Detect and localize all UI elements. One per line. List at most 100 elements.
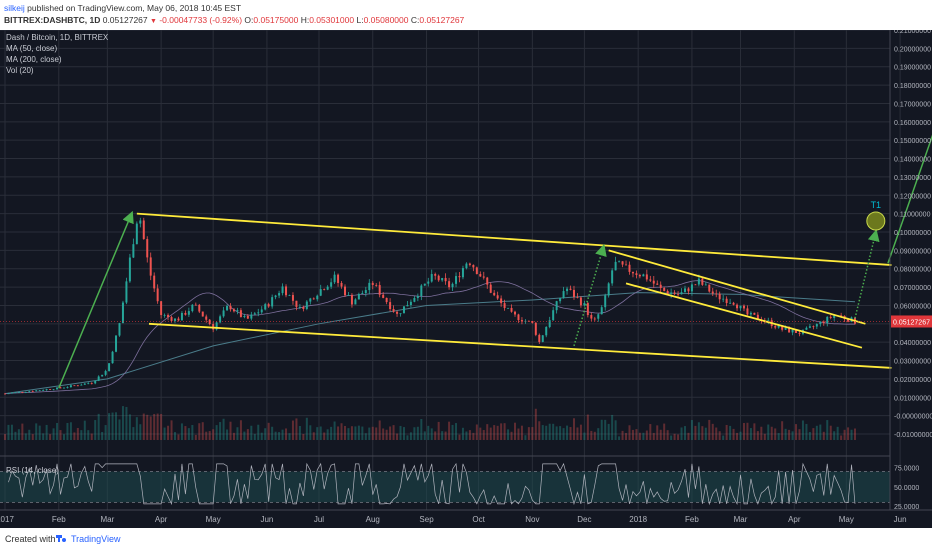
candle-body bbox=[649, 279, 652, 281]
candle-body bbox=[146, 239, 149, 258]
candle-body bbox=[97, 376, 100, 381]
candle-body bbox=[354, 299, 357, 305]
candle-body bbox=[788, 327, 791, 333]
chart-legend: Dash / Bitcoin, 1D, BITTREX MA (50, clos… bbox=[6, 32, 108, 76]
volume-bar bbox=[132, 427, 135, 440]
volume-bar bbox=[399, 425, 402, 440]
candle-body bbox=[413, 298, 416, 302]
candle-body bbox=[316, 295, 319, 300]
volume-bar bbox=[326, 429, 329, 440]
candle-body bbox=[652, 280, 655, 284]
candle-body bbox=[534, 322, 537, 335]
volume-bar bbox=[455, 423, 458, 440]
rsi-pane bbox=[0, 455, 890, 506]
candle-body bbox=[17, 391, 20, 393]
volume-bar bbox=[777, 433, 780, 440]
volume-bar bbox=[621, 430, 624, 440]
candle-body bbox=[326, 286, 329, 290]
candle-body bbox=[177, 318, 180, 321]
volume-bar bbox=[645, 430, 648, 440]
chart-area[interactable]: T1T2 2017 Feb Mar Apr May Jun Jul Aug Sep Oct Nov D… bbox=[0, 30, 932, 528]
rsi-tick-label: 25.0000 bbox=[894, 504, 919, 511]
volume-bar bbox=[729, 425, 732, 440]
volume-bar bbox=[760, 426, 763, 440]
last-price-label: 0.05127267 bbox=[893, 319, 930, 326]
volume-bar bbox=[42, 433, 45, 440]
y-tick-label: 0.19000000 bbox=[894, 65, 931, 72]
volume-bar bbox=[76, 427, 79, 440]
y-tick-label: 0.13000000 bbox=[894, 175, 931, 182]
volume-bar bbox=[607, 423, 610, 440]
candle-body bbox=[548, 320, 551, 327]
price-chart[interactable]: T1T2 2017 Feb Mar Apr May Jun Jul Aug Sep Oct Nov D… bbox=[0, 30, 932, 528]
volume-bar bbox=[416, 426, 419, 440]
low-label: L: bbox=[356, 15, 364, 25]
volume-bar bbox=[725, 424, 728, 440]
candle-body bbox=[323, 289, 326, 290]
candle-body bbox=[285, 286, 288, 296]
candle-body bbox=[579, 297, 582, 306]
candle-body bbox=[781, 325, 784, 330]
volume-bar bbox=[90, 433, 93, 440]
volume-bar bbox=[170, 420, 173, 440]
candle-body bbox=[472, 264, 475, 268]
volume-bar bbox=[10, 424, 13, 440]
volume-bar bbox=[357, 425, 360, 440]
candle-body bbox=[139, 220, 142, 224]
x-tick-label: Jun bbox=[260, 515, 273, 524]
candle-body bbox=[56, 387, 59, 390]
y-tick-label: 0.04000000 bbox=[894, 340, 931, 347]
volume-bar bbox=[541, 425, 544, 440]
author-link[interactable]: silkeij bbox=[4, 3, 25, 13]
candle-body bbox=[361, 293, 364, 295]
candle-body bbox=[236, 310, 239, 312]
volume-bar bbox=[524, 435, 527, 440]
volume-bar bbox=[368, 427, 371, 440]
candle-body bbox=[597, 314, 600, 319]
volume-bar bbox=[520, 425, 523, 440]
candle-body bbox=[500, 298, 503, 304]
candle-body bbox=[14, 392, 17, 394]
candle-body bbox=[62, 387, 65, 389]
x-tick-label: Feb bbox=[685, 515, 699, 524]
candle-body bbox=[673, 292, 676, 294]
candle-body bbox=[690, 284, 693, 292]
volume-bar bbox=[219, 422, 222, 440]
candle-body bbox=[378, 285, 381, 295]
volume-bar bbox=[108, 413, 111, 440]
candle-body bbox=[4, 393, 6, 395]
high-label: H: bbox=[300, 15, 310, 25]
volume-bar bbox=[441, 431, 444, 440]
candle-body bbox=[389, 302, 392, 309]
candle-body bbox=[455, 276, 458, 284]
volume-bar bbox=[503, 423, 506, 440]
volume-bar bbox=[673, 433, 676, 440]
volume-bar bbox=[174, 432, 177, 440]
volume-bar bbox=[62, 434, 65, 440]
volume-bar bbox=[493, 425, 496, 440]
y-tick-label: 0.12000000 bbox=[894, 193, 931, 200]
volume-bar bbox=[288, 433, 291, 440]
candle-body bbox=[180, 312, 183, 321]
volume-bar bbox=[212, 429, 215, 440]
volume-bar bbox=[795, 424, 798, 440]
volume-bar bbox=[305, 417, 308, 440]
candle-body bbox=[538, 334, 541, 342]
volume-bar bbox=[583, 432, 586, 440]
volume-bar bbox=[406, 435, 409, 440]
candle-body bbox=[305, 301, 308, 309]
candle-body bbox=[736, 304, 739, 309]
candle-body bbox=[10, 392, 13, 394]
volume-bar bbox=[298, 425, 301, 440]
volume-bar bbox=[618, 436, 621, 440]
candle-body bbox=[257, 312, 260, 314]
volume-bar bbox=[291, 420, 294, 440]
tradingview-brand[interactable]: TradingView bbox=[71, 534, 121, 544]
legend-ma50: MA (50, close) bbox=[6, 44, 58, 53]
volume-bar bbox=[229, 421, 232, 440]
volume-bar bbox=[732, 428, 735, 440]
candle-body bbox=[635, 273, 638, 275]
candle-body bbox=[49, 389, 52, 390]
volume-bar bbox=[385, 429, 388, 440]
candle-body bbox=[666, 290, 669, 294]
